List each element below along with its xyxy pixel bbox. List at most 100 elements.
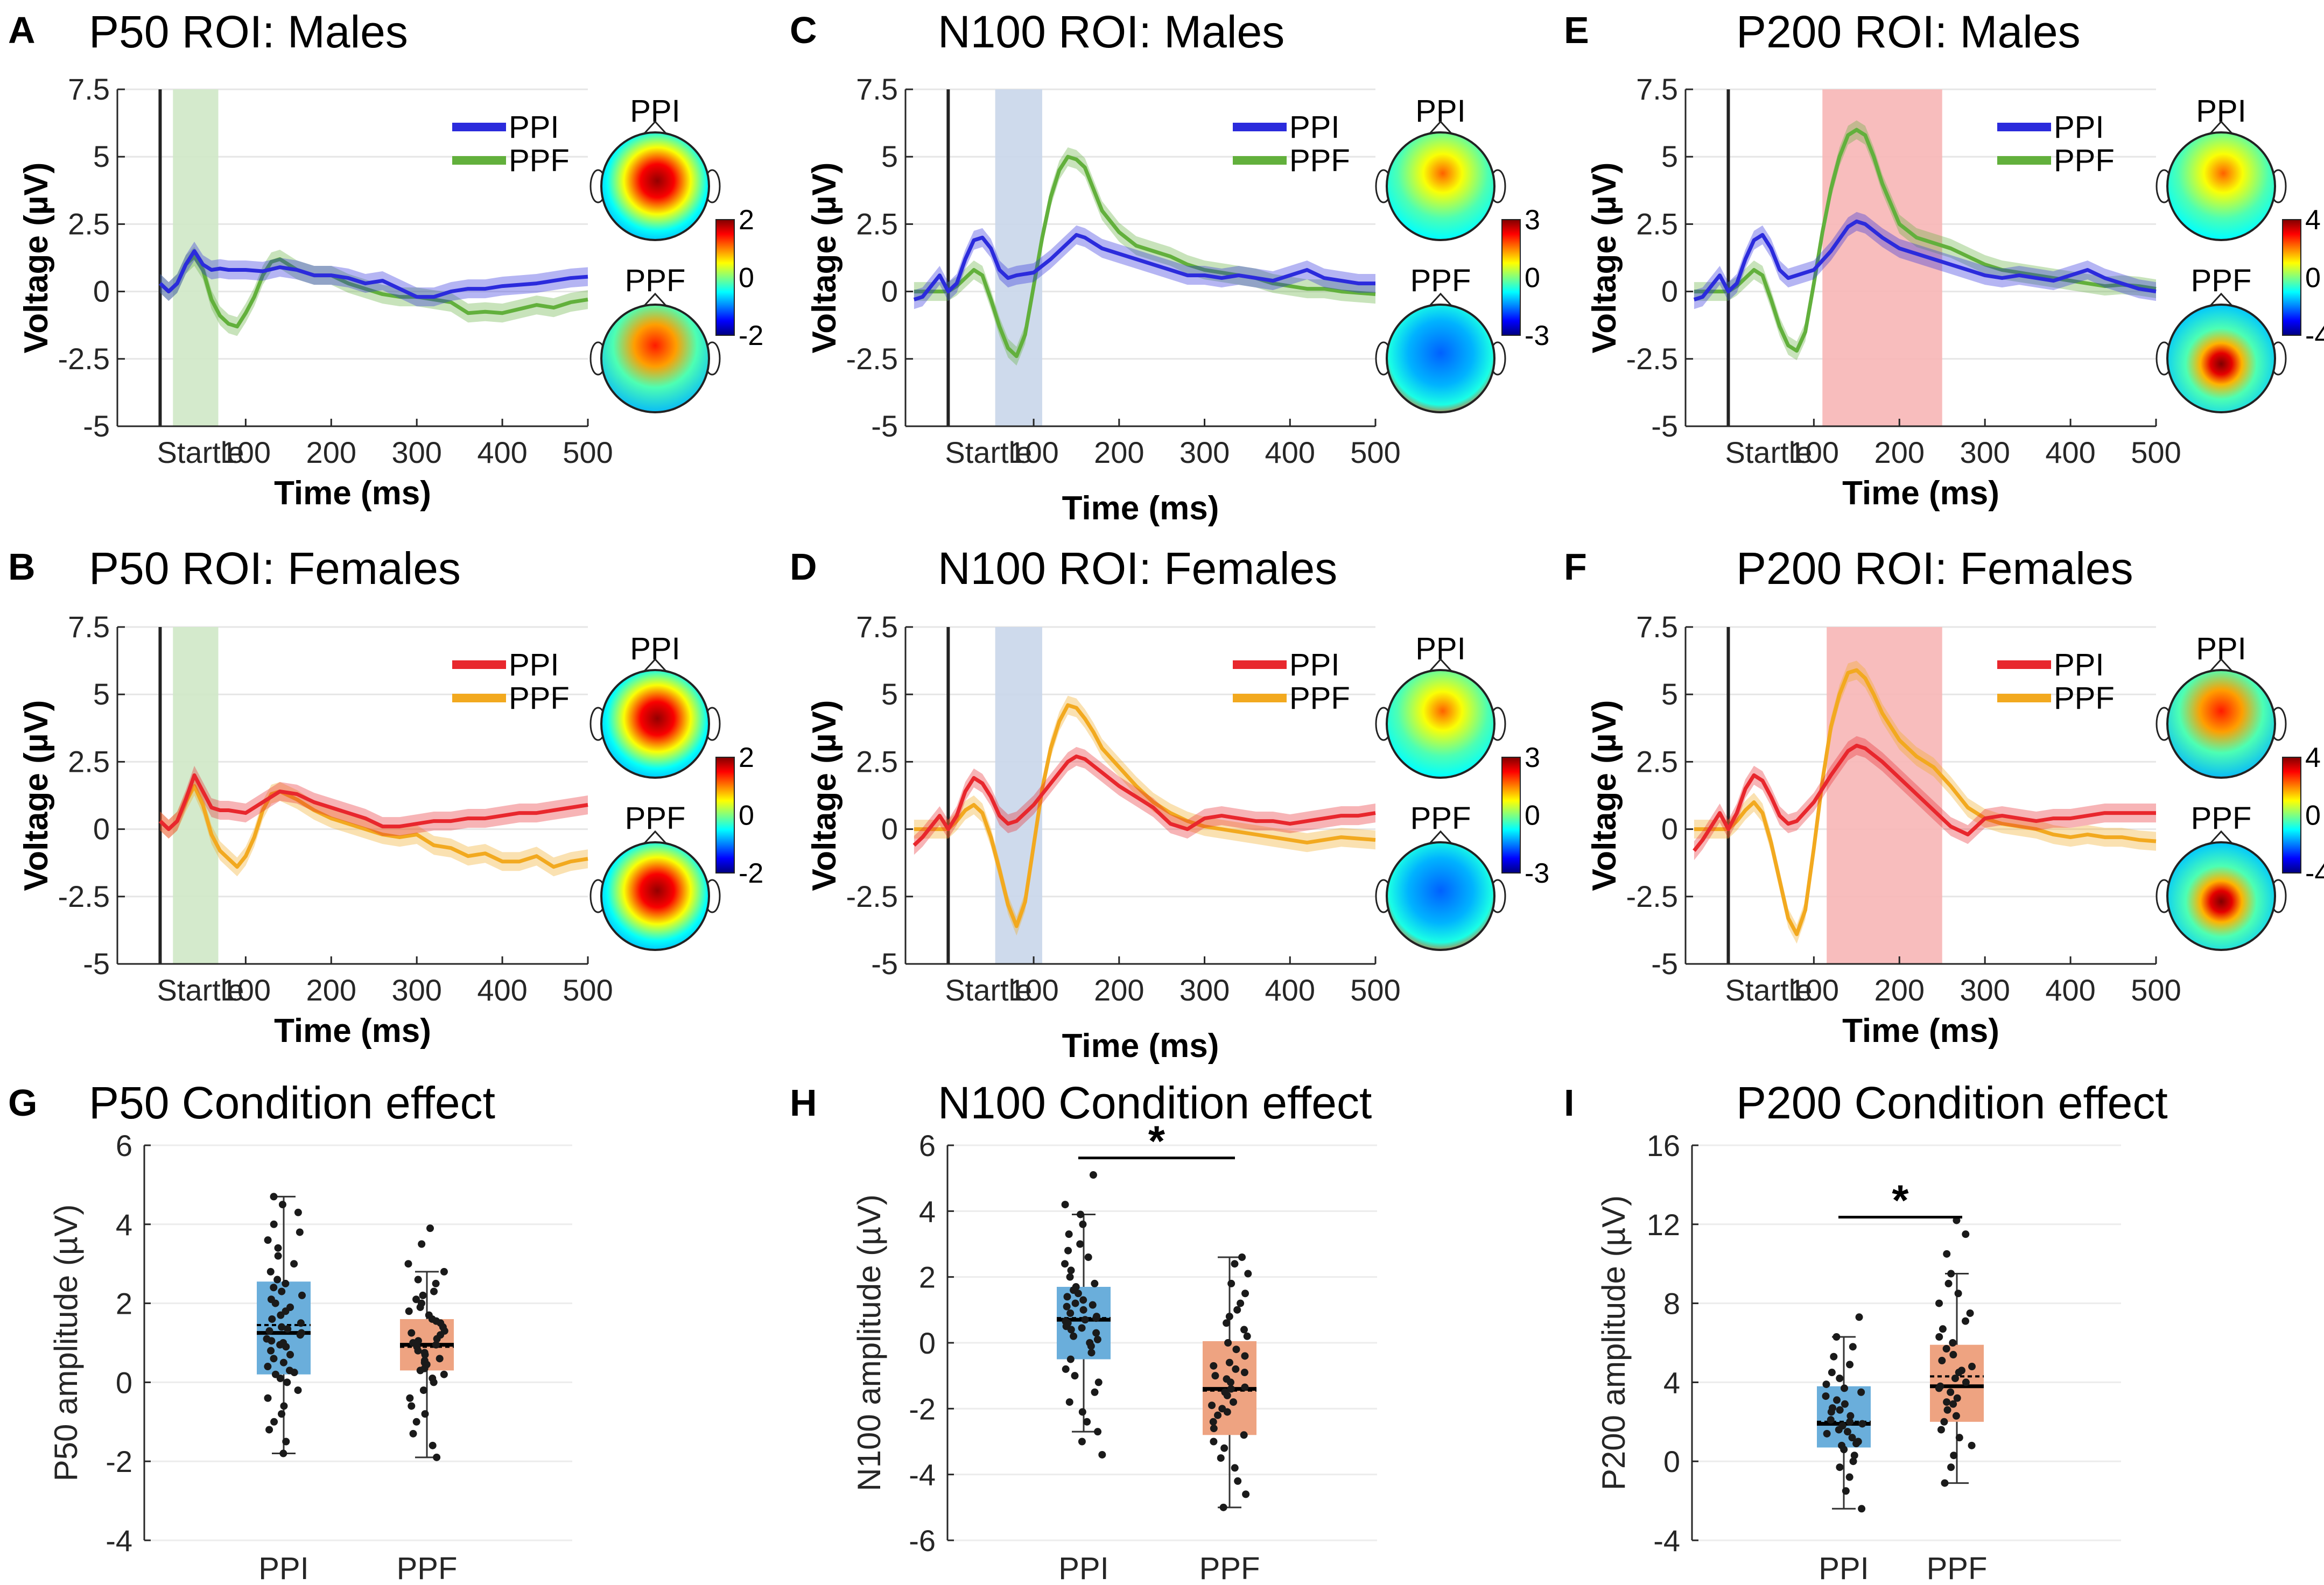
data-point <box>1078 1408 1086 1416</box>
x-axis-label: Time (ms) <box>1062 1027 1219 1065</box>
panel-title: N100 ROI: Males <box>938 6 1284 57</box>
x-tick-label: Startle <box>945 973 1032 1007</box>
data-point <box>263 1335 271 1343</box>
x-axis-label: Time (ms) <box>274 475 431 512</box>
y-tick-label: 12 <box>1647 1208 1680 1242</box>
head-scalp-map <box>2166 669 2276 779</box>
data-point <box>1093 1335 1101 1343</box>
data-point <box>278 1201 286 1209</box>
data-point <box>270 1193 278 1201</box>
data-point <box>1079 1306 1087 1314</box>
y-tick-label: 2.5 <box>856 744 898 778</box>
ppi-head-map <box>589 658 721 779</box>
y-tick-label: 0 <box>1663 1445 1680 1478</box>
data-point <box>1939 1325 1947 1333</box>
data-point <box>1214 1411 1222 1419</box>
colorbar-tick: 4 <box>2305 205 2321 236</box>
head-scalp-map <box>2166 131 2276 241</box>
data-point <box>273 1276 282 1284</box>
data-point <box>440 1267 448 1276</box>
data-point <box>1230 1398 1238 1406</box>
data-point <box>1966 1309 1974 1317</box>
y-tick-label: 0 <box>93 274 110 308</box>
data-point <box>414 1337 422 1345</box>
data-point <box>1061 1260 1069 1268</box>
ppi-trace <box>1693 743 2156 852</box>
x-tick-label: PPI <box>1058 1551 1109 1585</box>
colorbar-tick: -4 <box>2305 858 2324 889</box>
x-tick-label: 400 <box>2045 973 2095 1007</box>
x-tick-label: 200 <box>1094 435 1144 469</box>
y-tick-label: -5 <box>1651 947 1678 981</box>
y-axis-label: P50 amplitude (µV) <box>48 1204 84 1482</box>
data-point <box>1232 1346 1240 1354</box>
x-tick-label: 400 <box>1265 435 1315 469</box>
panel-title: N100 Condition effect <box>938 1077 1372 1128</box>
data-point <box>1968 1363 1976 1371</box>
head-scalp-map <box>2166 841 2276 951</box>
panel-title: N100 ROI: Females <box>938 543 1337 594</box>
x-tick-label: 100 <box>1008 973 1058 1007</box>
data-point <box>1955 1434 1963 1442</box>
data-point <box>1845 1473 1853 1481</box>
y-tick-label: -2.5 <box>1626 342 1679 376</box>
data-point <box>1062 1318 1070 1326</box>
panel-label: D <box>790 546 817 588</box>
y-tick-label: -2.5 <box>846 879 898 913</box>
data-point <box>1855 1313 1863 1321</box>
ppf-head-map <box>589 830 721 951</box>
data-point <box>1830 1352 1838 1361</box>
y-tick-label: 5 <box>1661 139 1678 173</box>
colorbar-tick: 2 <box>739 205 754 236</box>
y-axis-label: P200 amplitude (µV) <box>1596 1195 1632 1490</box>
colorbar-tick: -3 <box>1525 320 1549 351</box>
data-point <box>1210 1438 1218 1446</box>
panel-title: P50 Condition effect <box>89 1077 495 1128</box>
ppf-head-map <box>1375 292 1506 413</box>
colorbar-tick: 0 <box>1525 263 1540 294</box>
y-tick-label: 7.5 <box>1636 72 1678 106</box>
y-tick-label: -2.5 <box>58 879 110 913</box>
data-point <box>1941 1479 1949 1487</box>
data-point <box>1209 1418 1217 1426</box>
y-tick-label: 5 <box>1661 677 1678 711</box>
data-point <box>419 1291 427 1299</box>
data-point <box>1968 1441 1976 1449</box>
ppf-head-map <box>2156 292 2287 413</box>
x-tick-label: 200 <box>306 973 356 1007</box>
data-point <box>1063 1293 1071 1301</box>
data-point <box>1852 1440 1860 1448</box>
erp-panel-E: E P200 ROI: Males 7.5 5 2.5 0 -2.5 -5 Startle100… <box>1564 6 2324 512</box>
legend-label-ppf: PPF <box>2054 143 2115 178</box>
data-point <box>280 1402 288 1410</box>
data-point <box>1951 1375 1959 1383</box>
data-point <box>1066 1355 1075 1363</box>
data-point <box>418 1240 426 1248</box>
x-tick-label: 500 <box>563 973 613 1007</box>
data-point <box>1081 1316 1089 1324</box>
panel-title: P200 ROI: Males <box>1736 6 2081 57</box>
analysis-window <box>995 89 1042 426</box>
y-tick-label: 2.5 <box>1636 744 1678 778</box>
data-point <box>426 1224 434 1232</box>
data-point <box>271 1370 279 1378</box>
data-point <box>1217 1454 1225 1462</box>
x-tick-label: 300 <box>1960 973 2010 1007</box>
x-tick-label: 200 <box>1874 435 1925 469</box>
y-tick-label: 2.5 <box>856 207 898 241</box>
head-scalp-map <box>1386 131 1495 241</box>
erp-panel-D: D N100 ROI: Females 7.5 5 2.5 0 -2.5 -5 Startle1… <box>790 543 1549 1065</box>
box-ppi <box>257 1193 311 1457</box>
data-point <box>282 1438 290 1446</box>
y-tick-label: -5 <box>871 947 898 981</box>
data-point <box>1962 1378 1970 1386</box>
data-point <box>1237 1299 1245 1307</box>
data-point <box>279 1358 287 1366</box>
data-point <box>1243 1332 1251 1340</box>
legend-label-ppi: PPI <box>1289 110 1340 145</box>
x-axis-label: Time (ms) <box>1842 1012 1999 1049</box>
data-point <box>414 1276 422 1284</box>
ppf-trace <box>159 784 588 869</box>
panel-label: C <box>790 9 817 51</box>
data-point <box>1086 1339 1094 1347</box>
